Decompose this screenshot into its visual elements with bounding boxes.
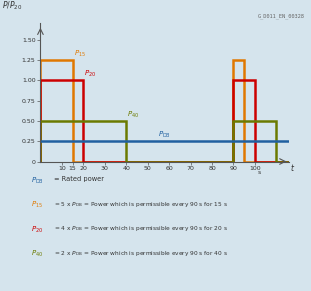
Text: s: s xyxy=(258,171,261,175)
Text: $P_{15}$: $P_{15}$ xyxy=(31,200,43,210)
Text: $t$: $t$ xyxy=(290,162,295,173)
Text: $P_{15}$: $P_{15}$ xyxy=(74,49,86,59)
Text: $P_{40}$: $P_{40}$ xyxy=(127,110,139,120)
Text: = Rated power: = Rated power xyxy=(54,176,104,182)
Text: G_D011_EN_00328: G_D011_EN_00328 xyxy=(258,13,305,19)
Text: $P_{20}$: $P_{20}$ xyxy=(31,224,43,235)
Text: $P_{20}$: $P_{20}$ xyxy=(84,69,97,79)
Text: $P_{\mathrm{DB}}$: $P_{\mathrm{DB}}$ xyxy=(31,176,44,186)
Text: = 2 x $P_{\mathrm{DB}}$ = Power which is permissible every 90 s for 40 s: = 2 x $P_{\mathrm{DB}}$ = Power which is… xyxy=(54,249,229,258)
Text: $P_{\mathrm{DB}}$: $P_{\mathrm{DB}}$ xyxy=(158,130,171,140)
Text: $P/P_{20}$: $P/P_{20}$ xyxy=(2,0,22,12)
Text: = 5 x $P_{\mathrm{DB}}$ = Power which is permissible every 90 s for 15 s: = 5 x $P_{\mathrm{DB}}$ = Power which is… xyxy=(54,200,229,209)
Text: $P_{40}$: $P_{40}$ xyxy=(31,249,43,259)
Text: = 4 x $P_{\mathrm{DB}}$ = Power which is permissible every 90 s for 20 s: = 4 x $P_{\mathrm{DB}}$ = Power which is… xyxy=(54,224,229,233)
